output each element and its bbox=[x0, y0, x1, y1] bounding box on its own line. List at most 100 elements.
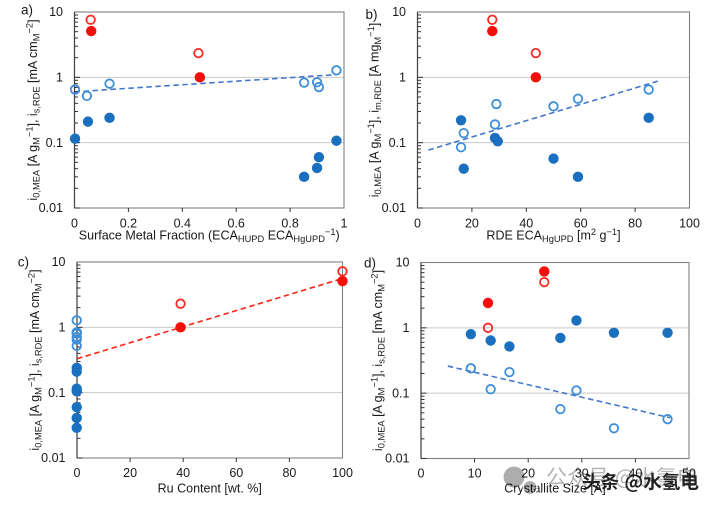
data-point bbox=[492, 136, 503, 147]
panel-c-y-axis-title: i0,MEA [A gM−1], is,RDE [mA cmM−2] bbox=[27, 269, 44, 450]
y-tick-label: 1 bbox=[59, 321, 66, 335]
text-segment: ], i bbox=[28, 363, 42, 376]
data-point bbox=[485, 384, 496, 395]
panel-c-x-tick-labels: 0 20 40 60 80 100 bbox=[74, 466, 353, 480]
data-point bbox=[298, 171, 310, 183]
x-tick-label: 100 bbox=[679, 217, 700, 231]
x-tick-label: 0.8 bbox=[281, 217, 298, 231]
x-tick-label: 80 bbox=[282, 466, 296, 480]
y-tick-label: 0.1 bbox=[389, 136, 406, 150]
text-segment: HgUPD bbox=[293, 234, 325, 244]
text-segment: [A g bbox=[371, 395, 385, 420]
panel-c-series-blue-filled bbox=[71, 362, 82, 433]
x-tick-label: 20 bbox=[123, 466, 137, 480]
data-point bbox=[458, 127, 469, 139]
y-tick-label: 0.01 bbox=[382, 201, 406, 215]
data-point bbox=[311, 77, 323, 88]
data-point bbox=[643, 84, 654, 95]
text-segment: M bbox=[31, 137, 41, 145]
data-point bbox=[465, 363, 476, 374]
logo-bubble bbox=[522, 479, 538, 496]
watermark-glyph bbox=[547, 467, 567, 487]
panel-a-trendline bbox=[74, 73, 336, 93]
x-tick-label: 40 bbox=[176, 466, 190, 480]
watermark-glyph bbox=[643, 472, 662, 491]
data-point bbox=[487, 25, 498, 37]
text-segment: Crystallite Size [Å] bbox=[504, 481, 605, 496]
panel-c-label: c) bbox=[18, 255, 29, 270]
panel-b-y-axis-title: i0,MEA [A gM−1], im,RDE [A mgM−1] bbox=[366, 23, 383, 198]
watermark-glyph bbox=[589, 467, 608, 487]
data-point bbox=[504, 341, 515, 352]
panel-c-gridlines bbox=[77, 326, 343, 394]
data-point bbox=[571, 385, 582, 396]
panel-c-x-ticks bbox=[129, 458, 290, 462]
data-point bbox=[485, 335, 496, 346]
panel-a-y-tick-labels: 10 1 0.1 0.01 bbox=[39, 5, 63, 215]
y-tick-label: 0.01 bbox=[385, 452, 409, 466]
data-point bbox=[175, 298, 186, 309]
text-segment: Ru Content [wt. %] bbox=[158, 482, 262, 496]
data-point bbox=[555, 332, 566, 344]
data-point bbox=[71, 315, 82, 326]
panel-a-x-tick-labels: 0 0.2 0.4 0.6 0.8 1 bbox=[71, 217, 348, 231]
y-tick-label: 10 bbox=[396, 256, 410, 270]
data-point bbox=[71, 366, 82, 377]
text-segment: ] bbox=[26, 19, 40, 22]
data-point bbox=[104, 78, 115, 89]
data-point bbox=[643, 112, 654, 124]
watermark-glyph bbox=[582, 472, 600, 491]
text-segment: M bbox=[31, 34, 41, 42]
text-segment: 0,MEA bbox=[33, 419, 43, 448]
data-point bbox=[193, 47, 204, 59]
panel-d-series-red-filled bbox=[482, 266, 550, 309]
data-point bbox=[548, 101, 559, 112]
x-tick-label: 80 bbox=[628, 217, 642, 231]
text-segment: [m bbox=[574, 229, 591, 243]
y-tick-label: 10 bbox=[49, 5, 63, 19]
data-point bbox=[491, 98, 502, 110]
x-tick-label: 0 bbox=[418, 467, 425, 481]
panel-a-series-blue-filled bbox=[69, 112, 342, 183]
panel-d-x-axis-title: Crystallite Size [Å] bbox=[504, 481, 605, 496]
watermark bbox=[503, 466, 699, 496]
data-point bbox=[555, 403, 566, 415]
panel-d-series-blue-open bbox=[465, 363, 673, 434]
text-segment: i bbox=[368, 194, 382, 197]
panel-d-x-tick-labels: 01020304050 bbox=[418, 467, 696, 481]
data-point bbox=[71, 334, 82, 345]
x-tick-label: 10 bbox=[468, 467, 482, 481]
panel-b-x-axis-title: RDE ECAHgUPD [m2 g−1] bbox=[486, 227, 620, 244]
panel-c-trendline bbox=[76, 277, 343, 360]
text-segment: M bbox=[373, 37, 383, 45]
panel-b: 0 20 40 60 80 100 10 1 0.1 0.01 RDE ECAHgUPD [m2 g… bbox=[366, 5, 700, 244]
text-segment: HgUPD bbox=[542, 234, 574, 244]
panel-a-x-axis-title: Surface Metal Fraction (ECAHUPD ECAHgUPD… bbox=[79, 227, 340, 244]
panel-b-y-tick-labels: 10 1 0.1 0.01 bbox=[382, 5, 406, 215]
panel-b-x-tick-labels: 0 20 40 60 80 100 bbox=[414, 217, 700, 231]
data-point bbox=[337, 275, 348, 287]
text-segment: ] bbox=[368, 23, 382, 26]
y-tick-label: 1 bbox=[399, 71, 406, 85]
chat-bubbles-logo bbox=[503, 466, 538, 496]
text-segment: −1 bbox=[25, 127, 35, 138]
panel-c-series-red-filled bbox=[175, 275, 348, 333]
x-tick-label: 30 bbox=[575, 467, 589, 481]
data-point bbox=[608, 327, 620, 338]
x-tick-label: 0.4 bbox=[174, 217, 191, 231]
x-tick-label: 60 bbox=[229, 466, 243, 480]
text-segment: ) bbox=[336, 229, 340, 243]
watermark-glyph bbox=[682, 472, 699, 490]
data-point bbox=[175, 322, 186, 333]
panel-b-x-ticks bbox=[471, 208, 636, 212]
panel-a-label: a) bbox=[21, 3, 33, 18]
y-tick-label: 0.1 bbox=[392, 386, 409, 400]
text-segment: −1 bbox=[370, 377, 380, 388]
text-segment: −1 bbox=[366, 26, 376, 37]
text-segment: s,RDE bbox=[31, 86, 41, 113]
data-point bbox=[530, 47, 541, 59]
text-segment: ECA bbox=[264, 229, 294, 243]
panel-d-y-ticks bbox=[421, 264, 427, 459]
panel-d-frame bbox=[420, 261, 690, 460]
